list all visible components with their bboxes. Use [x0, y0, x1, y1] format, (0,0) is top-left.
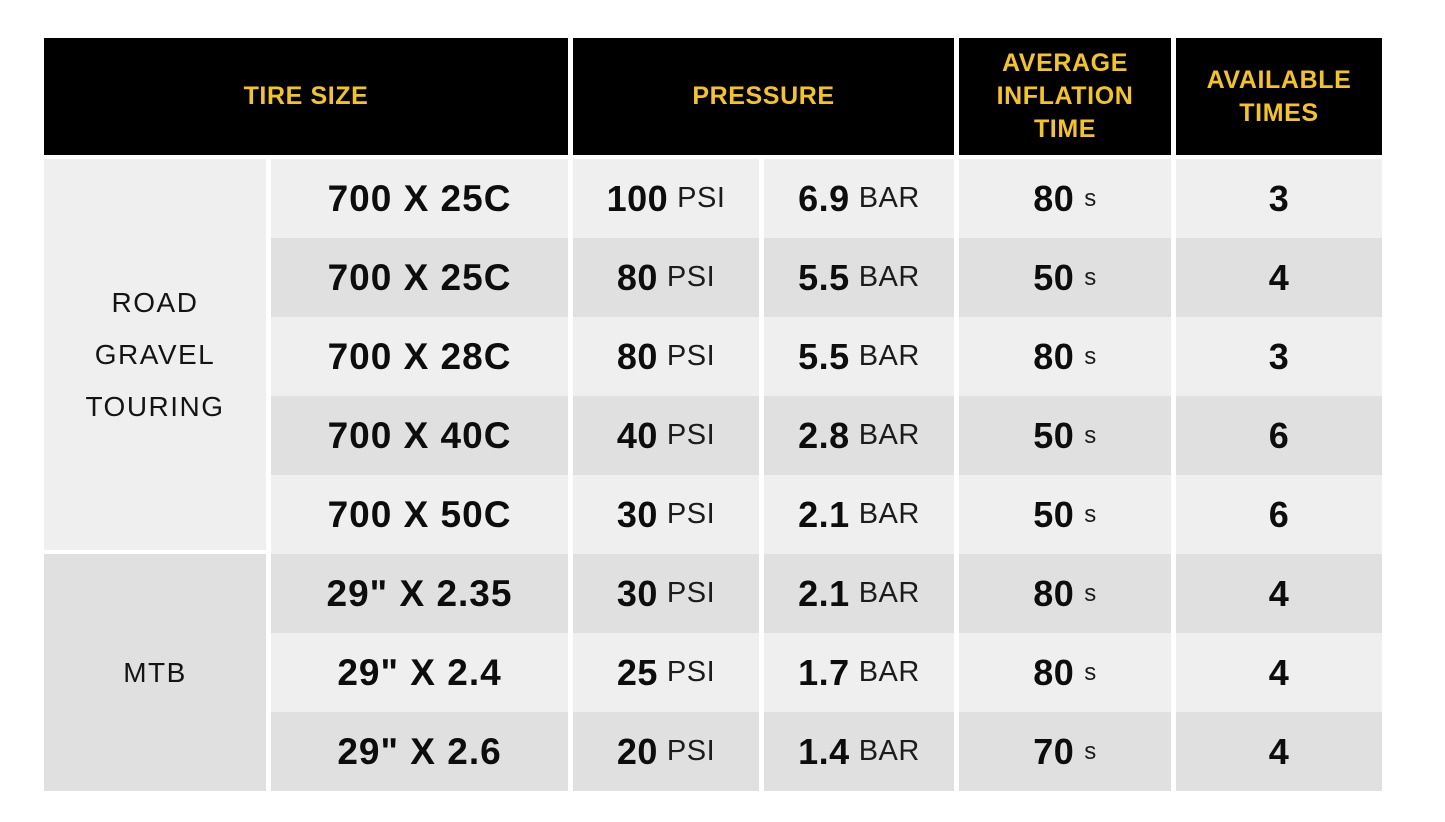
- bar-cell: 2.1 BAR: [764, 554, 954, 633]
- bar-unit: BAR: [858, 261, 920, 293]
- psi-unit: PSI: [666, 340, 716, 372]
- category-line: TOURING: [85, 390, 225, 422]
- inflation-time-cell: 80 s: [959, 633, 1171, 712]
- tire-spec-table: TIRE SIZE PRESSURE AVERAGE INFLATION TIM…: [44, 38, 1382, 791]
- psi-cell: 100 PSI: [573, 159, 759, 238]
- tire-size-cell: 700 X 40C: [271, 396, 568, 475]
- table-body: ROAD GRAVEL TOURING MTB 700 X 25C 700 X …: [44, 159, 1382, 791]
- bar-unit: BAR: [858, 577, 920, 609]
- category-line: MTB: [123, 656, 187, 688]
- bar-unit: BAR: [858, 419, 920, 451]
- psi-unit: PSI: [677, 182, 726, 214]
- seconds-unit: s: [1084, 421, 1097, 449]
- header-average-inflation-time-label: AVERAGE INFLATION TIME: [996, 49, 1134, 143]
- inflation-time-column: 80 s 50 s 80 s 50 s 50 s 80 s 80 s 70 s: [959, 159, 1171, 791]
- inflation-time-cell: 70 s: [959, 712, 1171, 791]
- psi-cell: 80 PSI: [573, 317, 759, 396]
- header-average-inflation-time: AVERAGE INFLATION TIME: [959, 38, 1171, 155]
- inflation-time-cell: 80 s: [959, 159, 1171, 238]
- category-mtb: MTB: [44, 554, 266, 791]
- category-line: GRAVEL: [94, 338, 216, 370]
- psi-cell: 30 PSI: [573, 554, 759, 633]
- psi-unit: PSI: [666, 498, 716, 530]
- tire-size-cell: 29" X 2.6: [271, 712, 568, 791]
- available-times-cell: 6: [1176, 396, 1382, 475]
- pressure-psi-column: 100 PSI 80 PSI 80 PSI 40 PSI 30 PSI 30 PSI 25 P…: [573, 159, 759, 791]
- header-tire-size: TIRE SIZE: [44, 38, 568, 155]
- bar-cell: 2.1 BAR: [764, 475, 954, 554]
- psi-cell: 40 PSI: [573, 396, 759, 475]
- category-line: ROAD: [111, 286, 199, 318]
- psi-cell: 80 PSI: [573, 238, 759, 317]
- header-available-times-label: AVAILABLE TIMES: [1206, 65, 1352, 127]
- bar-cell: 5.5 BAR: [764, 317, 954, 396]
- psi-cell: 25 PSI: [573, 633, 759, 712]
- psi-unit: PSI: [666, 735, 716, 767]
- bar-cell: 6.9 BAR: [764, 159, 954, 238]
- psi-unit: PSI: [666, 419, 716, 451]
- header-pressure: PRESSURE: [573, 38, 954, 155]
- psi-cell: 30 PSI: [573, 475, 759, 554]
- table-header-row: TIRE SIZE PRESSURE AVERAGE INFLATION TIM…: [44, 38, 1382, 155]
- bar-unit: BAR: [858, 656, 920, 688]
- category-column: ROAD GRAVEL TOURING MTB: [44, 159, 266, 791]
- inflation-time-cell: 50 s: [959, 475, 1171, 554]
- available-times-cell: 3: [1176, 159, 1382, 238]
- tire-size-cell: 29" X 2.35: [271, 554, 568, 633]
- inflation-time-cell: 50 s: [959, 238, 1171, 317]
- seconds-unit: s: [1084, 500, 1097, 528]
- bar-cell: 2.8 BAR: [764, 396, 954, 475]
- category-road-gravel-touring: ROAD GRAVEL TOURING: [44, 159, 266, 554]
- available-times-cell: 4: [1176, 633, 1382, 712]
- available-times-cell: 4: [1176, 554, 1382, 633]
- psi-unit: PSI: [666, 656, 716, 688]
- header-tire-size-label: TIRE SIZE: [243, 82, 369, 110]
- bar-cell: 1.7 BAR: [764, 633, 954, 712]
- seconds-unit: s: [1084, 737, 1097, 765]
- tire-size-cell: 700 X 25C: [271, 238, 568, 317]
- psi-unit: PSI: [666, 577, 716, 609]
- bar-unit: BAR: [858, 735, 920, 767]
- inflation-time-cell: 80 s: [959, 554, 1171, 633]
- tire-size-column: 700 X 25C 700 X 25C 700 X 28C 700 X 40C …: [271, 159, 568, 791]
- seconds-unit: s: [1084, 342, 1097, 370]
- seconds-unit: s: [1084, 658, 1097, 686]
- available-times-cell: 3: [1176, 317, 1382, 396]
- inflation-time-cell: 80 s: [959, 317, 1171, 396]
- tire-size-cell: 29" X 2.4: [271, 633, 568, 712]
- header-pressure-label: PRESSURE: [692, 82, 835, 110]
- pressure-bar-column: 6.9 BAR 5.5 BAR 5.5 BAR 2.8 BAR 2.1 BAR 2.1 BA…: [764, 159, 954, 791]
- bar-unit: BAR: [858, 498, 920, 530]
- tire-size-cell: 700 X 28C: [271, 317, 568, 396]
- bar-unit: BAR: [858, 182, 920, 214]
- psi-cell: 20 PSI: [573, 712, 759, 791]
- header-available-times: AVAILABLE TIMES: [1176, 38, 1382, 155]
- psi-unit: PSI: [666, 261, 716, 293]
- tire-size-cell: 700 X 50C: [271, 475, 568, 554]
- bar-cell: 1.4 BAR: [764, 712, 954, 791]
- seconds-unit: s: [1084, 184, 1097, 212]
- bar-cell: 5.5 BAR: [764, 238, 954, 317]
- available-times-cell: 4: [1176, 238, 1382, 317]
- seconds-unit: s: [1084, 263, 1097, 291]
- inflation-time-cell: 50 s: [959, 396, 1171, 475]
- bar-unit: BAR: [858, 340, 920, 372]
- available-times-column: 3 4 3 6 6 4 4 4: [1176, 159, 1382, 791]
- tire-size-cell: 700 X 25C: [271, 159, 568, 238]
- available-times-cell: 6: [1176, 475, 1382, 554]
- seconds-unit: s: [1084, 579, 1097, 607]
- available-times-cell: 4: [1176, 712, 1382, 791]
